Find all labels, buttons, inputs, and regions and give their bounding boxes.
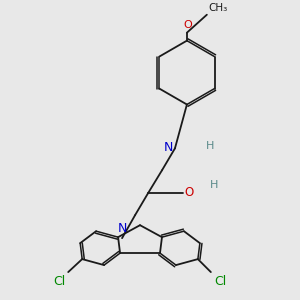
Text: H: H <box>210 180 218 190</box>
Text: H: H <box>206 141 214 152</box>
Text: O: O <box>184 186 193 199</box>
Text: N: N <box>117 222 127 235</box>
Text: Cl: Cl <box>53 275 65 288</box>
Text: CH₃: CH₃ <box>209 3 228 13</box>
Text: N: N <box>164 141 173 154</box>
Text: Cl: Cl <box>214 275 226 288</box>
Text: O: O <box>184 20 192 30</box>
